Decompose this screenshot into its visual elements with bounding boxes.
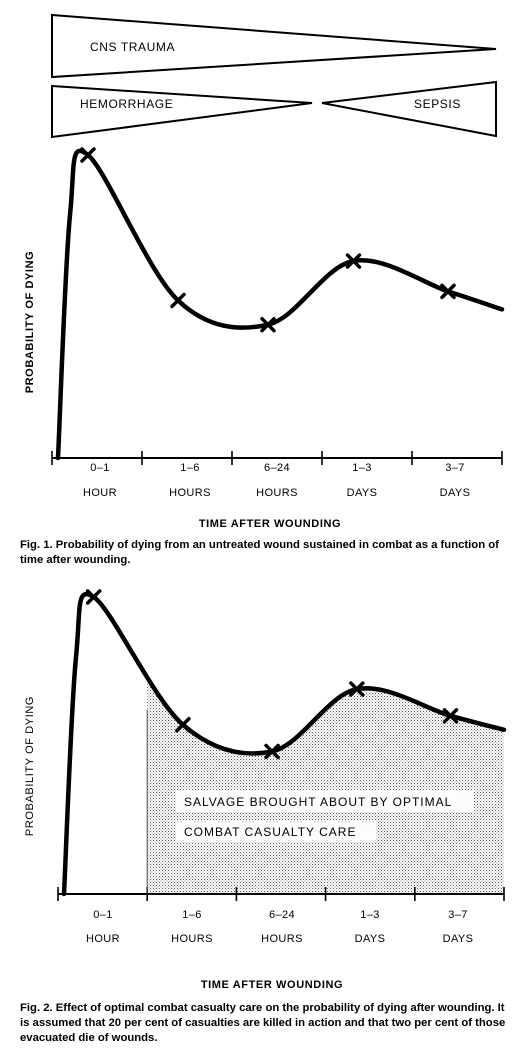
cns-trauma-wedge <box>51 13 497 79</box>
fig1-data-point-0 <box>80 147 96 163</box>
fig2-y-axis-label: PROBABILITY OF DYING <box>24 696 36 836</box>
fig1-tick-label-1-line1: 1–6 <box>180 462 200 474</box>
fig2-tick-label-0-line1: 0–1 <box>93 909 113 921</box>
sepsis-label: SEPSIS <box>414 97 461 111</box>
fig1-data-point-2 <box>260 316 276 333</box>
fig2-tick-labels: 0–1 HOUR 1–6 HOURS 6–24 HOURS 1–3 DAYS 3–7 DAYS <box>86 909 473 945</box>
cns-trauma-label: CNS TRAUMA <box>90 40 175 54</box>
fig2-tick-label-1-line1: 1–6 <box>182 909 202 921</box>
fig1-tick-label-4-line2: DAYS <box>440 487 471 499</box>
fig1-tick-marks <box>51 451 503 465</box>
fig2-annotation: SALVAGE BROUGHT ABOUT BY OPTIMAL COMBAT … <box>176 790 474 842</box>
fig2-tick-label-2-line1: 6–24 <box>269 909 295 921</box>
fig2-data-point-1 <box>175 716 191 733</box>
fig1-data-point-3 <box>345 253 362 269</box>
fig2-tick-label-3-line1: 1–3 <box>360 909 380 921</box>
fig2-tick-label-3-line2: DAYS <box>355 933 386 945</box>
fig1-tick-label-3-line2: DAYS <box>347 487 378 499</box>
fig1-tick-label-0-line1: 0–1 <box>90 462 110 474</box>
fig1-y-axis-label: PROBABILITY OF DYING <box>24 251 36 394</box>
fig2-data-point-0 <box>85 589 102 605</box>
fig1-x-axis-label: TIME AFTER WOUNDING <box>199 518 341 530</box>
fig1-tick-label-1-line2: HOURS <box>169 487 211 499</box>
fig2-probability-curve <box>61 591 507 897</box>
fig1-tick-label-4-line1: 3–7 <box>445 462 465 474</box>
fig1-tick-label-2-line2: HOURS <box>256 487 298 499</box>
salvage-annotation-line-1: SALVAGE BROUGHT ABOUT BY OPTIMAL <box>184 795 452 809</box>
hemorrhage-label: HEMORRHAGE <box>80 97 173 111</box>
fig2-tick-label-4-line2: DAYS <box>443 933 474 945</box>
salvage-annotation-line-2: COMBAT CASUALTY CARE <box>184 825 356 839</box>
fig2-data-point-4 <box>442 708 459 724</box>
fig2-tick-label-1-line2: HOURS <box>171 933 213 945</box>
fig2-caption: Fig. 2. Effect of optimal combat casualt… <box>20 1002 506 1044</box>
fig1-wedges: CNS TRAUMA HEMORRHAGE SEPSIS <box>51 13 497 139</box>
fig1-tick-label-3-line1: 1–3 <box>352 462 372 474</box>
fig2-tick-label-2-line2: HOURS <box>261 933 303 945</box>
fig2-x-axis-label: TIME AFTER WOUNDING <box>201 979 343 991</box>
fig1-tick-label-0-line2: HOUR <box>83 487 117 499</box>
sepsis-wedge <box>321 80 497 138</box>
fig2-data-point-2 <box>264 743 280 760</box>
fig2-markers <box>85 589 459 894</box>
fig1-caption: Fig. 1. Probability of dying from an unt… <box>20 539 499 566</box>
fig1-data-point-4 <box>440 283 456 300</box>
fig1-tick-labels: 0–1 HOUR 1–6 HOURS 6–24 HOURS 1–3 DAYS 3–7 DAYS <box>83 462 470 499</box>
fig1-probability-curve <box>55 148 505 461</box>
fig2-tick-label-0-line2: HOUR <box>86 933 120 945</box>
fig2-data-point-3 <box>349 681 365 697</box>
hemorrhage-wedge <box>51 84 313 139</box>
fig2-tick-label-4-line1: 3–7 <box>448 909 468 921</box>
fig1-markers <box>80 147 456 333</box>
fig1-data-point-1 <box>170 292 186 309</box>
fig1-tick-label-2-line1: 6–24 <box>264 462 290 474</box>
